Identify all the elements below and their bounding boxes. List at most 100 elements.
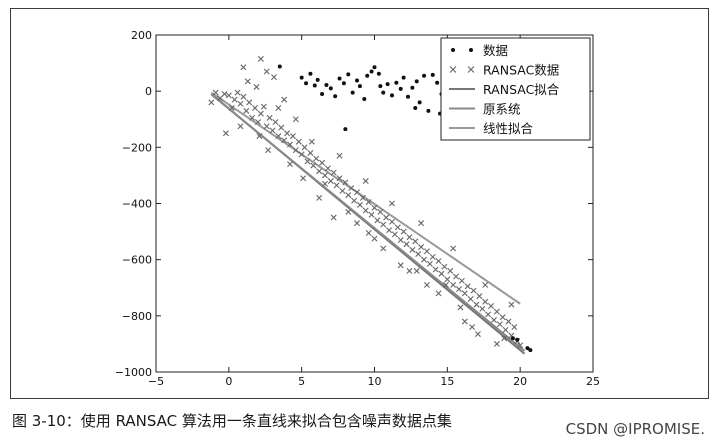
ransac-point xyxy=(377,208,384,215)
ransac-point xyxy=(403,241,410,248)
ransac-point xyxy=(365,199,372,206)
x-tick-label: 25 xyxy=(586,375,600,388)
ransac-point-stroke xyxy=(354,189,361,196)
ransac-point xyxy=(429,253,436,260)
ransac-point xyxy=(365,229,372,236)
ransac-point-stroke xyxy=(400,228,407,235)
ransac-point-stroke xyxy=(403,241,410,248)
ransac-point xyxy=(423,248,430,255)
ransac-point-stroke xyxy=(458,277,465,284)
ransac-point-stroke xyxy=(418,244,425,251)
outlier-point xyxy=(510,336,515,341)
y-tick-label: 200 xyxy=(131,29,152,42)
outlier-point xyxy=(312,83,317,88)
ransac-point xyxy=(243,107,250,114)
ransac-point xyxy=(368,211,375,218)
ransac-point-stroke xyxy=(386,227,393,234)
ransac-point-stroke xyxy=(308,138,315,145)
watermark: CSDN @IPROMISE. xyxy=(565,420,705,438)
ransac-point xyxy=(263,123,270,130)
ransac-point-stroke xyxy=(406,234,413,241)
ransac-point-stroke xyxy=(457,304,464,311)
ransac-point xyxy=(281,96,288,103)
ransac-point-stroke xyxy=(269,127,276,134)
ransac-points xyxy=(208,55,524,349)
legend-marker-x xyxy=(467,66,475,73)
outlier-point xyxy=(394,80,399,85)
ransac-point-stroke xyxy=(316,168,323,175)
ransac-point xyxy=(359,194,366,201)
outlier-point xyxy=(362,97,367,102)
outlier-point xyxy=(385,82,390,87)
outlier-point xyxy=(406,94,411,99)
ransac-point xyxy=(275,133,282,140)
ransac-point-stroke xyxy=(254,119,261,126)
ransac-point xyxy=(354,220,361,227)
ransac-point-stroke xyxy=(263,68,270,75)
ransac-point xyxy=(300,175,307,182)
outlier-point xyxy=(277,64,282,69)
ransac-point-stroke xyxy=(455,286,462,293)
ransac-point-stroke xyxy=(470,287,477,294)
ransac-point-stroke xyxy=(482,281,489,288)
ransac-point-stroke xyxy=(490,317,497,324)
ransac-point-stroke xyxy=(324,165,331,172)
ransac-point xyxy=(413,267,420,274)
ransac-point xyxy=(474,331,481,338)
ransac-point xyxy=(388,218,395,225)
x-tick-label: 20 xyxy=(513,375,527,388)
ransac-point xyxy=(432,266,439,273)
ransac-point xyxy=(508,301,515,308)
ransac-point xyxy=(237,123,244,130)
ransac-point-stroke xyxy=(307,149,314,156)
ransac-point xyxy=(269,127,276,134)
ransac-point xyxy=(400,228,407,235)
ransac-point-stroke xyxy=(231,96,238,103)
legend-box xyxy=(440,37,591,141)
ransac-point-stroke xyxy=(502,326,509,333)
ransac-point xyxy=(237,100,244,107)
ransac-point-stroke xyxy=(321,172,328,179)
outlier-point xyxy=(324,82,329,87)
ransac-point-stroke xyxy=(450,245,457,252)
legend-marker-dot xyxy=(451,48,455,52)
ransac-point xyxy=(450,281,457,288)
ransac-point-stroke xyxy=(289,133,296,140)
ransac-point xyxy=(409,246,416,253)
ransac-point xyxy=(406,234,413,241)
ransac-point xyxy=(374,217,381,224)
ransac-point xyxy=(371,235,378,242)
ransac-point xyxy=(380,245,387,252)
outlier-point xyxy=(308,71,313,76)
ransac-point-stroke xyxy=(359,194,366,201)
ransac-point-stroke xyxy=(266,114,273,121)
ransac-point-stroke xyxy=(345,208,352,215)
ransac-point-stroke xyxy=(342,179,349,186)
ransac-point-stroke xyxy=(380,245,387,252)
ransac-point xyxy=(304,158,311,165)
ransac-point-stroke xyxy=(409,246,416,253)
ransac-point xyxy=(260,103,267,110)
outlier-point xyxy=(422,73,427,78)
outlier-point xyxy=(328,86,333,91)
scatter-chart: −5 0 5 10 15 20 25 200 0 −200 −400 −600 −800 −1000 数据… xyxy=(115,29,600,388)
ransac-point xyxy=(252,105,259,112)
ransac-point xyxy=(453,273,460,280)
ransac-point xyxy=(469,324,476,331)
ransac-point-stroke xyxy=(508,301,515,308)
ransac-point xyxy=(418,220,425,227)
ransac-point-stroke xyxy=(321,180,328,187)
ransac-point xyxy=(308,138,315,145)
ransac-point-stroke xyxy=(493,308,500,315)
ransac-point xyxy=(287,161,294,168)
ransac-point-stroke xyxy=(442,281,449,288)
outlier-point xyxy=(378,84,383,89)
ransac-point xyxy=(265,147,272,154)
outlier-point xyxy=(357,84,362,89)
fit-lines xyxy=(210,91,526,355)
ransac-point xyxy=(423,281,430,288)
ransac-point xyxy=(330,169,337,176)
ransac-point-stroke xyxy=(397,237,404,243)
ransac-point-stroke xyxy=(461,290,468,297)
ransac-point-stroke xyxy=(374,217,381,224)
